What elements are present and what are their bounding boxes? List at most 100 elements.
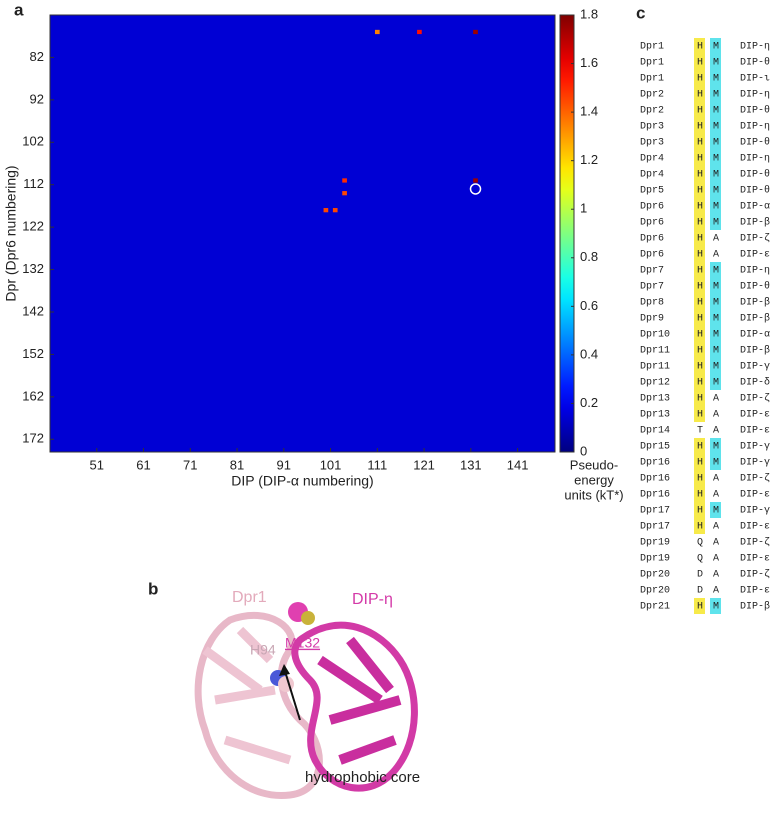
colorbar [559, 14, 575, 453]
heatmap-cell [417, 29, 422, 35]
residue-highlight [710, 326, 721, 342]
table-cell: DIP-θ [740, 169, 770, 181]
table-cell: A [713, 410, 719, 421]
table-cell: DIP-ε [740, 426, 770, 437]
table-cell: M [713, 186, 719, 197]
table-cell: T [697, 426, 703, 437]
residue-highlight [710, 86, 721, 102]
table-cell: DIP-ζ [740, 569, 770, 581]
colorbar-label: Pseudo- [570, 457, 618, 472]
residue-highlight [694, 310, 705, 326]
y-tick-label: 132 [22, 261, 44, 276]
table-cell: H [697, 330, 703, 341]
residue-highlight [710, 102, 721, 118]
table-cell: H [697, 442, 703, 453]
y-tick-label: 162 [22, 388, 44, 403]
table-cell: M [713, 218, 719, 229]
residue-highlight [694, 214, 705, 230]
residue-highlight [694, 198, 705, 214]
table-cell: H [697, 106, 703, 117]
x-tick-label: 111 [367, 457, 387, 472]
table-cell: DIP-β [740, 313, 770, 325]
residue-highlight [694, 470, 705, 486]
colorbar-label: energy [574, 472, 614, 487]
table-cell: DIP-δ [740, 377, 770, 389]
table-cell: M [713, 458, 719, 469]
table-cell: Dpr1 [640, 42, 664, 53]
table-cell: DIP-ζ [740, 393, 770, 405]
table-cell: M [713, 42, 719, 53]
residue-highlight [710, 182, 721, 198]
table-cell: Dpr13 [640, 394, 670, 405]
table-cell: H [697, 154, 703, 165]
y-tick-label: 102 [22, 134, 44, 149]
x-tick-label: 61 [136, 457, 150, 472]
chain-label: Dpr1 [232, 589, 267, 606]
table-cell: Dpr11 [640, 346, 670, 357]
table-cell: Dpr11 [640, 362, 670, 373]
table-cell: A [713, 490, 719, 501]
table-cell: H [697, 138, 703, 149]
table-cell: Dpr20 [640, 570, 670, 581]
table-cell: H [697, 170, 703, 181]
x-tick-label: 121 [413, 457, 435, 472]
table-cell: DIP-ι [740, 74, 770, 85]
table-cell: A [713, 522, 719, 533]
residue-highlight [710, 294, 721, 310]
table-cell: H [697, 202, 703, 213]
table-cell: A [713, 394, 719, 405]
colorbar-tick-label: 0.6 [580, 298, 598, 313]
chain-label: DIP-η [352, 591, 393, 608]
heatmap-cell [473, 178, 478, 183]
table-cell: Dpr16 [640, 474, 670, 485]
table-cell: H [697, 58, 703, 69]
table-cell: M [713, 170, 719, 181]
colorbar-label: units (kT*) [564, 487, 623, 502]
table-cell: A [713, 426, 719, 437]
table-cell: A [713, 538, 719, 549]
table-cell: DIP-θ [740, 185, 770, 197]
residue-highlight [694, 70, 705, 86]
colorbar-tick-label: 1.6 [580, 55, 598, 70]
table-cell: M [713, 266, 719, 277]
colorbar-tick-label: 0.2 [580, 395, 598, 410]
residue-highlight [710, 598, 721, 614]
residue-highlight [710, 454, 721, 470]
heatmap-cell [332, 208, 338, 213]
table-cell: H [697, 122, 703, 133]
residue-highlight [694, 102, 705, 118]
residue-highlight [694, 150, 705, 166]
residue-highlight [694, 278, 705, 294]
table-cell: Dpr19 [640, 554, 670, 565]
panel-label: c [636, 3, 645, 22]
marker [469, 183, 482, 195]
table-cell: D [697, 586, 703, 597]
panel-label: b [148, 579, 158, 598]
colorbar-tick-label: 1.4 [580, 104, 598, 119]
heatmap-cell [374, 29, 380, 35]
x-tick-label: 51 [90, 457, 104, 472]
colorbar-tick-label: 0.8 [580, 249, 598, 264]
residue-highlight [694, 86, 705, 102]
table-cell: H [697, 394, 703, 405]
heatmap-cell [323, 208, 329, 213]
residue-highlight [694, 38, 705, 54]
table-cell: Dpr7 [640, 282, 664, 293]
table-cell: H [697, 474, 703, 485]
table-cell: Dpr14 [640, 426, 670, 437]
table-cell: M [713, 346, 719, 357]
table-cell: DIP-θ [740, 105, 770, 117]
residue-highlight [710, 70, 721, 86]
residue-highlight [710, 118, 721, 134]
table-cell: DIP-ζ [740, 537, 770, 549]
table-cell: Dpr6 [640, 234, 664, 245]
table-cell: DIP-γ [740, 458, 770, 469]
table-cell: D [697, 570, 703, 581]
plot-frame [49, 14, 556, 453]
table-cell: DIP-γ [740, 506, 770, 517]
residue-label: M132 [285, 635, 320, 651]
table-cell: DIP-ε [740, 586, 770, 597]
residue-highlight [694, 182, 705, 198]
residue-highlight [694, 326, 705, 342]
